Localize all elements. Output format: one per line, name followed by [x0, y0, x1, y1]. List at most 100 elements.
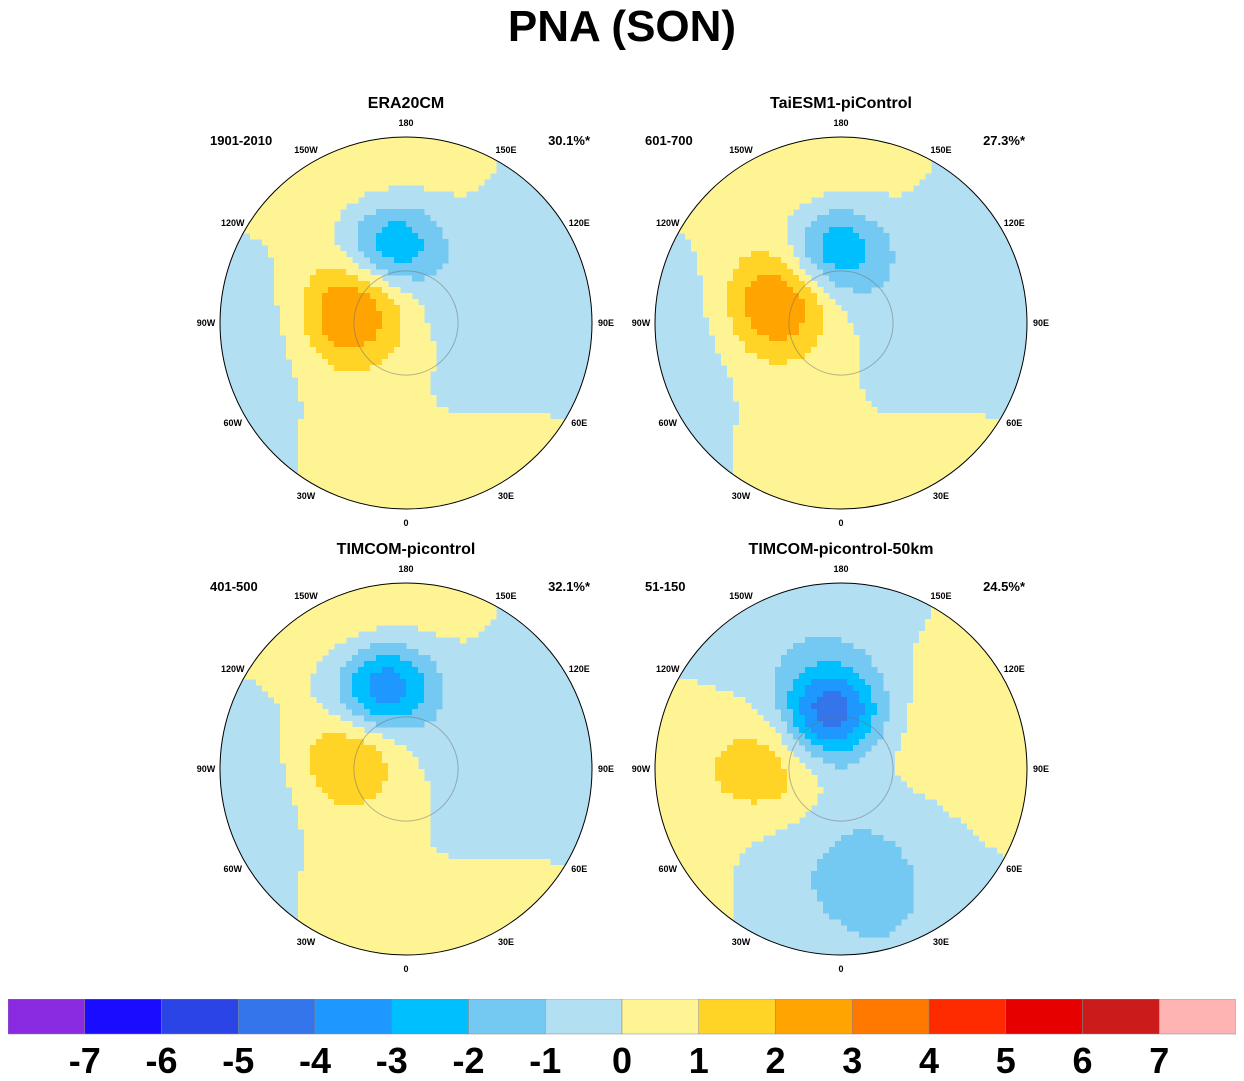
- field-cell: [871, 185, 878, 192]
- field-cell: [727, 353, 734, 360]
- field-cell: [376, 239, 383, 246]
- field-cell: [418, 473, 425, 480]
- field-cell: [739, 305, 746, 312]
- field-cell: [310, 209, 317, 216]
- field-cell: [352, 413, 359, 420]
- field-cell: [304, 281, 311, 288]
- field-cell: [442, 871, 449, 878]
- field-cell: [364, 329, 371, 336]
- field-cell: [508, 443, 515, 450]
- field-cell: [370, 179, 377, 186]
- field-cell: [502, 473, 509, 480]
- field-cell: [817, 311, 824, 318]
- field-cell: [739, 281, 746, 288]
- field-cell: [841, 179, 848, 186]
- field-cell: [502, 895, 509, 902]
- field-cell: [346, 781, 353, 788]
- field-cell: [256, 221, 263, 228]
- field-cell: [973, 431, 980, 438]
- field-cell: [328, 371, 335, 378]
- field-cell: [364, 491, 371, 498]
- field-cell: [316, 613, 323, 620]
- field-cell: [745, 425, 752, 432]
- field-cell: [460, 437, 467, 444]
- field-cell: [466, 437, 473, 444]
- field-cell: [514, 467, 521, 474]
- field-cell: [262, 673, 269, 680]
- field-cell: [817, 215, 824, 222]
- field-cell: [412, 383, 419, 390]
- field-cell: [763, 407, 770, 414]
- field-cell: [871, 245, 878, 252]
- field-cell: [472, 631, 479, 638]
- field-cell: [328, 811, 335, 818]
- field-cell: [346, 149, 353, 156]
- field-cell: [418, 443, 425, 450]
- field-cell: [913, 449, 920, 456]
- field-cell: [328, 329, 335, 336]
- field-cell: [292, 287, 299, 294]
- field-cell: [292, 269, 299, 276]
- field-cell: [340, 299, 347, 306]
- field-cell: [739, 257, 746, 264]
- field-cell: [961, 455, 968, 462]
- field-cell: [376, 739, 383, 746]
- field-cell: [835, 257, 842, 264]
- field-cell: [526, 467, 533, 474]
- field-cell: [775, 455, 782, 462]
- field-cell: [703, 251, 710, 258]
- field-cell: [304, 203, 311, 210]
- field-cell: [925, 449, 932, 456]
- field-cell: [310, 709, 317, 716]
- field-cell: [436, 901, 443, 908]
- field-cell: [412, 215, 419, 222]
- field-cell: [871, 167, 878, 174]
- field-cell: [430, 583, 437, 590]
- field-cell: [346, 793, 353, 800]
- field-cell: [823, 215, 830, 222]
- field-cell: [538, 413, 545, 420]
- field-cell: [925, 461, 932, 468]
- field-cell: [805, 173, 812, 180]
- field-cell: [937, 467, 944, 474]
- field-cell: [775, 491, 782, 498]
- field-cell: [757, 413, 764, 420]
- field-cell: [310, 185, 317, 192]
- field-cell: [328, 601, 335, 608]
- field-cell: [466, 185, 473, 192]
- field-cell: [334, 311, 341, 318]
- field-cell: [280, 619, 287, 626]
- field-cell: [388, 583, 395, 590]
- field-cell: [889, 437, 896, 444]
- field-cell: [328, 185, 335, 192]
- field-cell: [340, 859, 347, 866]
- field-cell: [274, 251, 281, 258]
- field-cell: [418, 655, 425, 662]
- field-cell: [292, 745, 299, 752]
- field-cell: [703, 197, 710, 204]
- field-cell: [745, 431, 752, 438]
- field-cell: [823, 293, 830, 300]
- field-cell: [382, 709, 389, 716]
- field-cell: [370, 383, 377, 390]
- field-cell: [763, 431, 770, 438]
- field-cell: [370, 817, 377, 824]
- field-cell: [298, 877, 305, 884]
- field-cell: [877, 413, 884, 420]
- field-cell: [388, 155, 395, 162]
- field-cell: [352, 467, 359, 474]
- field-cell: [799, 185, 806, 192]
- field-cell: [883, 257, 890, 264]
- field-cell: [322, 733, 329, 740]
- field-cell: [322, 865, 329, 872]
- field-cell: [418, 835, 425, 842]
- field-cell: [400, 227, 407, 234]
- field-cell: [733, 233, 740, 240]
- field-cell: [304, 883, 311, 890]
- field-cell: [388, 503, 395, 509]
- field-cell: [757, 221, 764, 228]
- field-cell: [424, 841, 431, 848]
- field-cell: [286, 685, 293, 692]
- field-cell: [883, 455, 890, 462]
- field-cell: [394, 419, 401, 426]
